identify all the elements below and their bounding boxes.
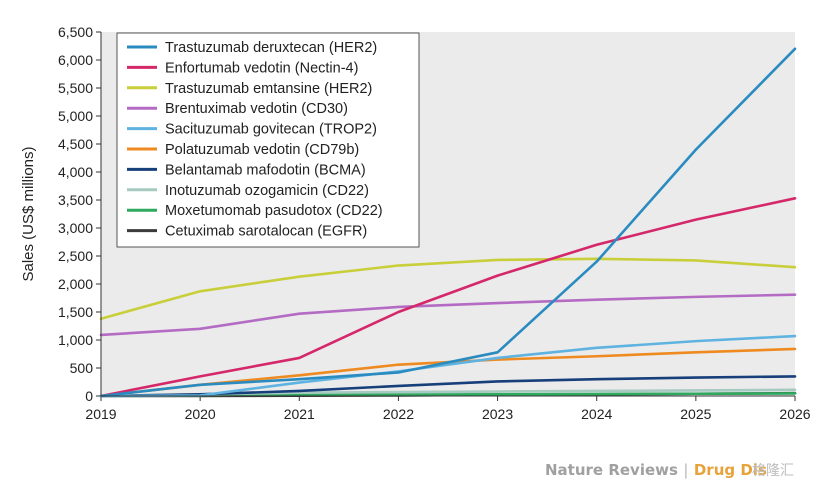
legend-label: Sacituzumab govitecan (TROP2) (165, 122, 377, 138)
legend-label: Enfortumab vedotin (Nectin-4) (165, 60, 358, 76)
x-tick-label: 2021 (284, 406, 315, 422)
legend-label: Trastuzumab emtansine (HER2) (165, 81, 372, 97)
section-name: Drug Dis (693, 461, 767, 479)
series-line (99, 392, 797, 398)
y-tick-label: 2,500 (58, 248, 93, 264)
y-tick-label: 1,000 (58, 332, 93, 348)
y-tick-label: 5,500 (58, 80, 93, 96)
x-tick-label: 2024 (581, 406, 612, 422)
legend-label: Belantamab mafodotin (BCMA) (165, 162, 366, 178)
y-tick-label: 6,500 (58, 24, 93, 40)
y-tick-label: 6,000 (58, 52, 93, 68)
series-line (99, 257, 797, 321)
y-tick-label: 3,500 (58, 192, 93, 208)
x-tick-label: 2026 (779, 406, 810, 422)
legend-label: Polatuzumab vedotin (CD79b) (165, 142, 359, 158)
legend: Trastuzumab deruxtecan (HER2) Enfortumab … (116, 32, 420, 248)
y-tick-label: 5,000 (58, 108, 93, 124)
x-tick-label: 2022 (383, 406, 414, 422)
x-tick-label: 2023 (482, 406, 513, 422)
y-tick-label: 500 (70, 360, 94, 376)
legend-label: Cetuximab sarotalocan (EGFR) (165, 224, 367, 240)
y-tick-label: 3,000 (58, 220, 93, 236)
series-line (99, 47, 797, 398)
credit-separator: | (677, 461, 694, 479)
x-tick-label: 2025 (680, 406, 711, 422)
y-tick-label: 0 (85, 388, 93, 404)
watermark-logo: 格隆汇 (752, 463, 794, 479)
y-tick-label: 4,000 (58, 164, 93, 180)
x-tick-label: 2019 (85, 406, 116, 422)
series-line (99, 334, 797, 398)
footer-credit: Nature Reviews | Drug Dis (545, 461, 767, 479)
y-tick-label: 1,500 (58, 304, 93, 320)
legend-label: Inotuzumab ozogamicin (CD22) (165, 183, 369, 199)
y-axis-label: Sales (US$ millions) (20, 146, 37, 281)
legend-label: Moxetumomab pasudotox (CD22) (165, 203, 383, 219)
y-tick-label: 4,500 (58, 136, 93, 152)
journal-name: Nature Reviews (545, 461, 678, 479)
x-tick-label: 2020 (185, 406, 216, 422)
y-tick-label: 2,000 (58, 276, 93, 292)
legend-label: Trastuzumab deruxtecan (HER2) (165, 40, 377, 56)
legend-box (116, 32, 420, 248)
series-line (99, 293, 797, 337)
series-line (99, 197, 797, 398)
legend-label: Brentuximab vedotin (CD30) (165, 101, 348, 117)
